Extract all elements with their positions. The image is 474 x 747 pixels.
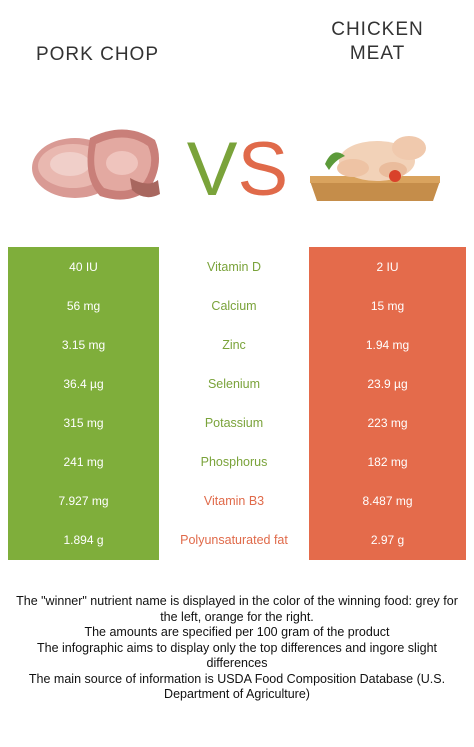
pork-chop-image: [32, 129, 160, 200]
left-value: 3.15 mg: [61, 337, 106, 352]
vs-s: S: [237, 127, 289, 212]
footer-line-3: The infographic aims to display only the…: [36, 640, 437, 671]
left-value: 315 mg: [63, 415, 104, 430]
left-value: 7.927 mg: [58, 494, 109, 509]
right-value: 2 IU: [376, 259, 399, 274]
right-values-column: 2 IU 15 mg 1.94 mg 23.9 µg 223 mg 182 mg 8.487…: [309, 247, 466, 560]
right-value: 223 mg: [367, 415, 408, 430]
left-value: 56 mg: [66, 298, 101, 313]
left-value: 40 IU: [69, 259, 98, 274]
nutrient-label: Selenium: [207, 376, 261, 391]
nutrient-label: Zinc: [222, 337, 246, 352]
chicken-meat-image: [310, 136, 440, 201]
left-value: 1.894 g: [63, 533, 104, 548]
footer-line-2: The amounts are specified per 100 gram o…: [84, 625, 390, 639]
footer-line-4: The main source of information is USDA F…: [28, 671, 446, 702]
right-value: 182 mg: [367, 455, 408, 469]
nutrient-label: Polyunsaturated fat: [180, 533, 288, 548]
left-food-title: PORK CHOP: [35, 44, 160, 65]
nutrient-labels-column: Vitamin D Calcium Zinc Selenium Potassium Pho…: [159, 247, 309, 560]
right-value: 23.9 µg: [367, 376, 408, 391]
right-value: 15 mg: [370, 298, 405, 313]
left-value: 36.4 µg: [63, 376, 104, 391]
nutrient-label: Vitamin B3: [203, 494, 265, 509]
nutrient-label: Calcium: [211, 298, 257, 313]
vs-logo: VS: [180, 130, 295, 210]
right-value: 2.97 g: [370, 533, 405, 548]
right-food-title: CHICKEN MEAT: [331, 19, 424, 64]
footer-line-1: The "winner" nutrient name is displayed …: [16, 594, 458, 624]
nutrient-label: Phosphorus: [200, 455, 268, 469]
left-values-column: 40 IU 56 mg 3.15 mg 36.4 µg 315 mg 241 mg 7.92…: [8, 247, 159, 560]
right-value: 8.487 mg: [362, 494, 413, 509]
vs-v: V: [186, 127, 238, 212]
right-value: 1.94 mg: [365, 337, 410, 352]
left-value: 241 mg: [63, 455, 104, 469]
nutrient-label: Vitamin D: [207, 259, 261, 274]
nutrient-label: Potassium: [204, 415, 264, 430]
footer-notes: The "winner" nutrient name is displayed …: [8, 594, 466, 703]
